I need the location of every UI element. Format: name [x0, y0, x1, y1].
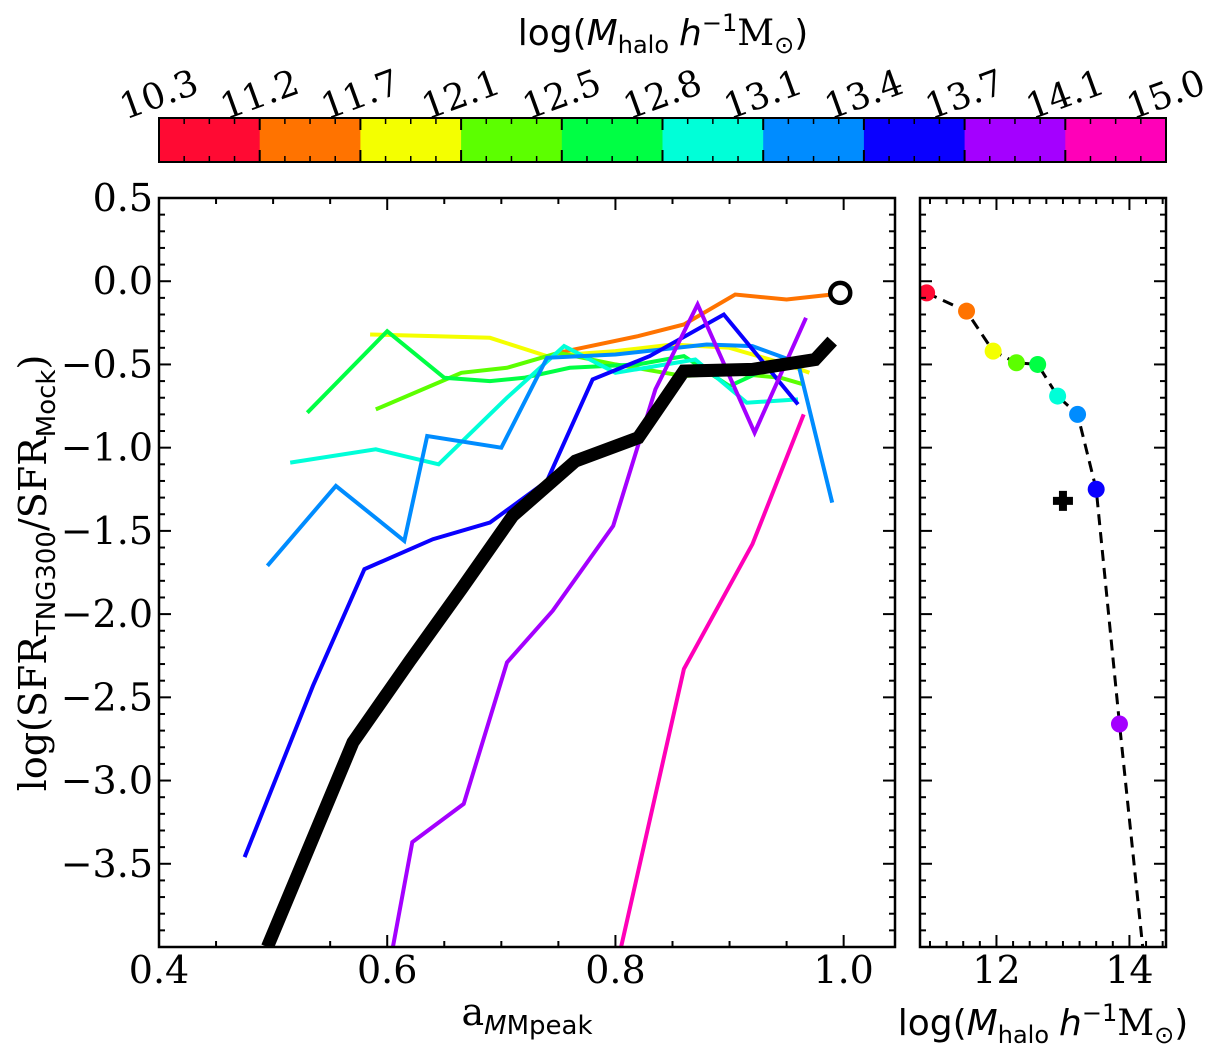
main-frame [157, 196, 897, 949]
colorbar-cell [360, 118, 462, 162]
colorbar-frame [158, 117, 1167, 163]
colorbar-cells [159, 118, 1167, 162]
main-ticks [158, 197, 895, 948]
main-panel: 0.4 0.6 0.8 1.0 0.5 0.0 −0.5 −1.0 −1.5 −2.0 −2.5 −3… [11, 176, 897, 1041]
scatter-point [1049, 387, 1067, 405]
colorbar-cell [662, 118, 764, 162]
y-tick-label: 0.5 [93, 176, 153, 220]
side-frame [918, 196, 1168, 949]
colorbar-cell [863, 118, 966, 162]
series-line [305, 328, 810, 415]
series-line [289, 343, 799, 467]
main-ylabel: log(SFRTNG300/SFRMock) [11, 355, 62, 792]
colorbar-cell [159, 118, 261, 162]
series-line [619, 413, 806, 947]
x-tick-label: 0.8 [585, 948, 645, 992]
side-x-tick-label: 12 [972, 948, 1020, 992]
y-tick-label: −1.5 [61, 509, 153, 553]
scatter-point [1110, 715, 1128, 733]
x-tick-label: 1.0 [813, 948, 873, 992]
main-tick-labels: 0.4 0.6 0.8 1.0 0.5 0.0 −0.5 −1.0 −1.5 −2.0 −2.5 −3… [61, 176, 874, 992]
colorbar-cell [561, 118, 663, 162]
colorbar-cell [461, 118, 563, 162]
scatter-point [984, 342, 1002, 360]
series-line-average [261, 336, 837, 947]
scatter-point [1029, 355, 1047, 373]
side-ticks [920, 197, 1166, 948]
main-xlabel: aMMpeak [461, 990, 592, 1041]
y-tick-label: −2.5 [61, 675, 153, 719]
colorbar-cell [259, 118, 361, 162]
colorbar-cell [763, 118, 865, 162]
side-plot [920, 284, 1145, 947]
main-lines [242, 292, 837, 947]
y-tick-label: −1.0 [61, 426, 153, 470]
y-tick-label: −3.0 [61, 759, 153, 803]
side-tick-labels: 12 14 [972, 948, 1153, 992]
open-circle-marker [827, 280, 853, 306]
x-tick-label: 0.6 [357, 948, 417, 992]
dashed-trend-line [925, 291, 1145, 947]
colorbar-cell [1065, 118, 1167, 162]
colorbar-cell [964, 118, 1066, 162]
plus-marker [1052, 490, 1073, 511]
y-tick-label: 0.0 [93, 259, 153, 303]
series-line [370, 332, 811, 375]
side-x-tick-label: 14 [1105, 948, 1153, 992]
series-line [242, 311, 800, 858]
scatter-point [1087, 480, 1105, 498]
colorbar-label: log(Mhalo h−1M⊙) [518, 9, 809, 59]
scatter-point [958, 302, 976, 320]
series-line [265, 342, 835, 568]
side-xlabel: log(Mhalo h−1M⊙) [898, 999, 1189, 1049]
scatter-point [1007, 354, 1025, 372]
colorbar: 10.3 11.2 11.7 12.1 12.5 12.8 13.1 13.4 13.7 14.1… [114, 9, 1211, 163]
y-tick-label: −2.0 [61, 592, 153, 636]
scatter-point [1069, 405, 1087, 423]
series-line [557, 292, 833, 355]
side-panel: 12 14 log(Mhalo h−1M⊙) [898, 196, 1189, 1049]
y-tick-label: −0.5 [61, 342, 153, 386]
x-tick-label: 0.4 [129, 948, 189, 992]
y-tick-label: −3.5 [61, 842, 153, 886]
